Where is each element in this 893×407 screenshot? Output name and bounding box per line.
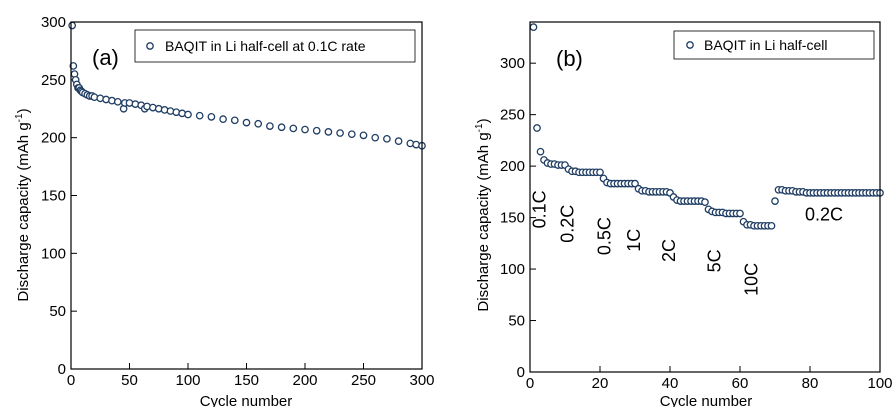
panel-b-data-point (771, 197, 779, 205)
panel-b-y-tick-label: 50 (508, 313, 525, 330)
panel-a-y-tick-label: 100 (41, 245, 66, 262)
panel-b-y-tick-label: 100 (500, 261, 525, 278)
panel-b-xlabel: Cycle number (660, 393, 753, 407)
panel-b-data-point (736, 209, 744, 218)
rate-label: 0.1C (530, 190, 550, 228)
panel-a-data-point (113, 97, 122, 106)
panel-b-label: (b) (556, 46, 583, 71)
panel-a-data-point (184, 110, 192, 119)
rate-label: 0.5C (595, 217, 615, 255)
panel-a-data-point (242, 118, 251, 127)
rate-label: 10C (742, 263, 762, 296)
panel-b-legend-box (673, 30, 875, 60)
panel-a-data-point (195, 111, 204, 120)
panel-b-data-point (596, 168, 604, 177)
panel-b-x-tick-label: 100 (867, 375, 892, 392)
panel-a-frame (70, 21, 423, 370)
panel-b-data-points (529, 23, 884, 230)
panel-b-y-tick-label: 200 (500, 158, 525, 175)
panel-b-legend: BAQIT in Li half-cell (673, 30, 875, 60)
panel-a-xlabel: Cycle number (200, 393, 293, 407)
panel-a-data-point (207, 112, 216, 121)
panel-b-data-point (536, 147, 545, 156)
panel-a-data-point (347, 130, 356, 139)
panel-a-data-point (254, 119, 263, 128)
panel-a-data-point (301, 125, 309, 134)
panel-a-y-tick-label: 200 (41, 130, 66, 147)
panel-a-y-tick-label: 300 (41, 14, 66, 31)
rate-label: 0.2C (558, 205, 578, 243)
panel-a-ylabel: Discharge capacity (mAh g-1) (14, 108, 32, 301)
panel-a-ylabel-group: Discharge capacity (mAh g-1) (14, 108, 32, 301)
panel-a-data-point (277, 123, 286, 132)
panel-a: Discharge capacity (mAh g-1) Cycle numbe… (14, 14, 435, 407)
panel-a-y-tick-label: 0 (58, 361, 66, 378)
panel-a-label: (a) (92, 45, 119, 70)
panel-a-data-point (230, 116, 239, 125)
panel-a-legend: BAQIT in Li half-cell at 0.1C rate (134, 29, 416, 63)
panel-b-ylabel-group: Discharge capacity (mAh g-1) (474, 118, 492, 311)
panel-a-data-point (289, 124, 298, 133)
panel-b-legend-label: BAQIT in Li half-cell (704, 37, 827, 53)
rate-label: 2C (659, 239, 679, 262)
panel-a-data-point (359, 131, 368, 140)
panel-a-y-tick-label: 50 (49, 303, 66, 320)
panel-b-ticks: 0 20 40 60 80 100 0 50 100 150 200 250 300 (500, 55, 893, 392)
panel-b-data-point (767, 221, 776, 230)
panel-b-data-point (631, 179, 639, 188)
panel-a-x-tick-label: 0 (67, 372, 75, 389)
panel-a-x-tick-label: 300 (409, 372, 434, 389)
panel-a-data-point (312, 126, 321, 135)
panel-b-ylabel: Discharge capacity (mAh g-1) (474, 118, 492, 311)
panel-a-data-point (336, 129, 344, 137)
panel-b-data-point (701, 198, 709, 206)
rate-label: 0.2C (805, 205, 843, 225)
panel-b-x-tick-label: 0 (526, 375, 534, 392)
panel-a-data-point (324, 128, 333, 136)
panel-a-y-tick-label: 150 (41, 188, 66, 205)
panel-b-x-tick-label: 80 (802, 375, 819, 392)
panel-b-y-tick-label: 250 (500, 107, 525, 124)
panel-a-data-points (68, 21, 426, 150)
panel-b-legend-marker (686, 41, 694, 49)
panel-a-x-tick-label: 150 (234, 372, 259, 389)
panel-b-x-tick-label: 60 (732, 375, 749, 392)
panel-a-ticks: 0 50 100 150 200 250 300 0 50 100 150 200 250 300 (41, 14, 435, 389)
panel-a-x-tick-label: 200 (292, 372, 317, 389)
panel-b-data-point (529, 23, 538, 31)
panel-a-legend-marker (146, 42, 154, 50)
panel-a-data-point (266, 122, 274, 130)
panel-b-y-tick-label: 300 (500, 55, 525, 72)
panel-a-data-point (394, 137, 403, 145)
panel-a-y-tick-label: 250 (41, 72, 66, 89)
panel-b-y-tick-label: 150 (500, 210, 525, 227)
panel-a-x-tick-label: 50 (121, 372, 138, 389)
panel-a-x-tick-label: 100 (175, 372, 200, 389)
panel-a-data-point (68, 21, 77, 30)
panel-a-data-point (371, 133, 380, 142)
panel-b-frame (529, 21, 881, 373)
panel-b-y-tick-label: 0 (517, 364, 525, 381)
panel-b-rate-labels: 0.1C 0.2C 0.5C 1C 2C 5C 10C 0.2C (530, 190, 843, 296)
panel-b-data-point (533, 124, 541, 132)
panel-a-x-tick-label: 250 (351, 372, 376, 389)
panel-a-legend-label: BAQIT in Li half-cell at 0.1C rate (165, 38, 366, 54)
rate-label: 1C (624, 229, 644, 252)
panel-a-data-point (383, 134, 391, 143)
panel-a-legend-box (134, 29, 416, 63)
panel-a-data-point (219, 115, 227, 124)
panel-b-x-tick-label: 40 (662, 375, 679, 392)
panel-a-data-point (69, 62, 78, 70)
panel-b-x-tick-label: 20 (592, 375, 609, 392)
rate-label: 5C (705, 249, 725, 272)
panel-b: Discharge capacity (mAh g-1) Cycle numbe… (474, 21, 893, 407)
